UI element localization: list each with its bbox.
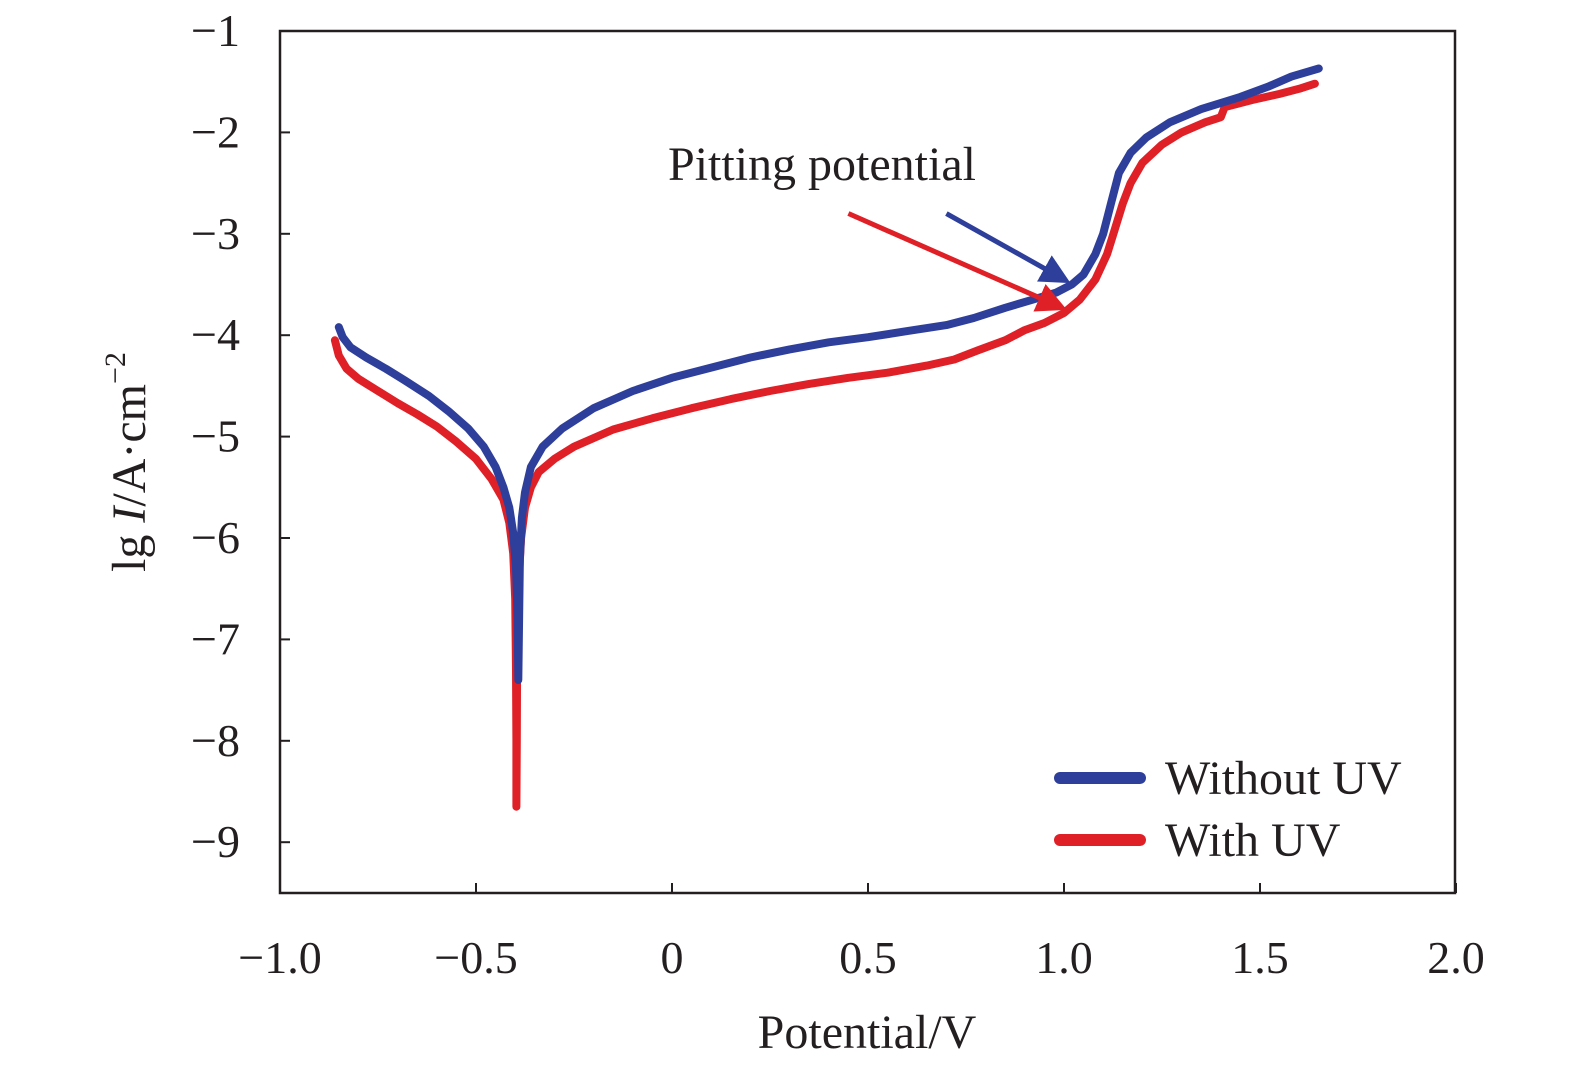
y-axis-title-italic: I <box>103 505 156 524</box>
series-line-without-uv <box>334 64 1323 684</box>
annotation-arrow-blue <box>945 211 1071 284</box>
x-tick-label: 1.5 <box>1231 932 1289 983</box>
x-tick-label: −0.5 <box>434 932 517 983</box>
y-tick-label: −9 <box>191 816 240 867</box>
y-tick-label: −4 <box>191 309 240 360</box>
legend-label-without-uv: Without UV <box>1165 752 1402 805</box>
x-axis-title: Potential/V <box>758 1006 977 1059</box>
y-axis-title-sup: −2 <box>99 352 132 384</box>
series-line-with-uv <box>330 79 1319 811</box>
y-tick-label: −3 <box>191 208 240 259</box>
y-tick-label: −8 <box>191 715 240 766</box>
legend-label-with-uv: With UV <box>1165 814 1341 867</box>
x-tick-label: −1.0 <box>238 932 321 983</box>
annotation-layer: Pitting potential <box>668 138 1071 312</box>
x-tick-label: 2.0 <box>1427 932 1485 983</box>
y-axis-title: lg I/A·cm−2 <box>99 352 156 572</box>
legend: Without UV With UV <box>1054 752 1402 867</box>
series-layer <box>330 64 1323 811</box>
x-tick-label: 0.5 <box>839 932 897 983</box>
annotation-arrow-red <box>847 211 1067 312</box>
y-axis-title-unit: /A·cm <box>103 384 156 507</box>
y-tick-label: −7 <box>191 613 240 664</box>
annotation-pitting-potential: Pitting potential <box>668 138 976 191</box>
x-tick-label: 1.0 <box>1035 932 1093 983</box>
x-axis-ticks: −1.0 −0.5 0 0.5 1.0 1.5 2.0 <box>238 883 1485 983</box>
y-axis-title-prefix: lg <box>103 523 156 572</box>
y-tick-label: −5 <box>191 411 240 462</box>
x-tick-label: 0 <box>661 932 684 983</box>
y-tick-label: −1 <box>191 5 240 56</box>
y-tick-label: −6 <box>191 512 240 563</box>
y-axis-ticks: −1 −2 −3 −4 −5 −6 −7 −8 −9 <box>191 5 290 867</box>
y-tick-label: −2 <box>191 106 240 157</box>
